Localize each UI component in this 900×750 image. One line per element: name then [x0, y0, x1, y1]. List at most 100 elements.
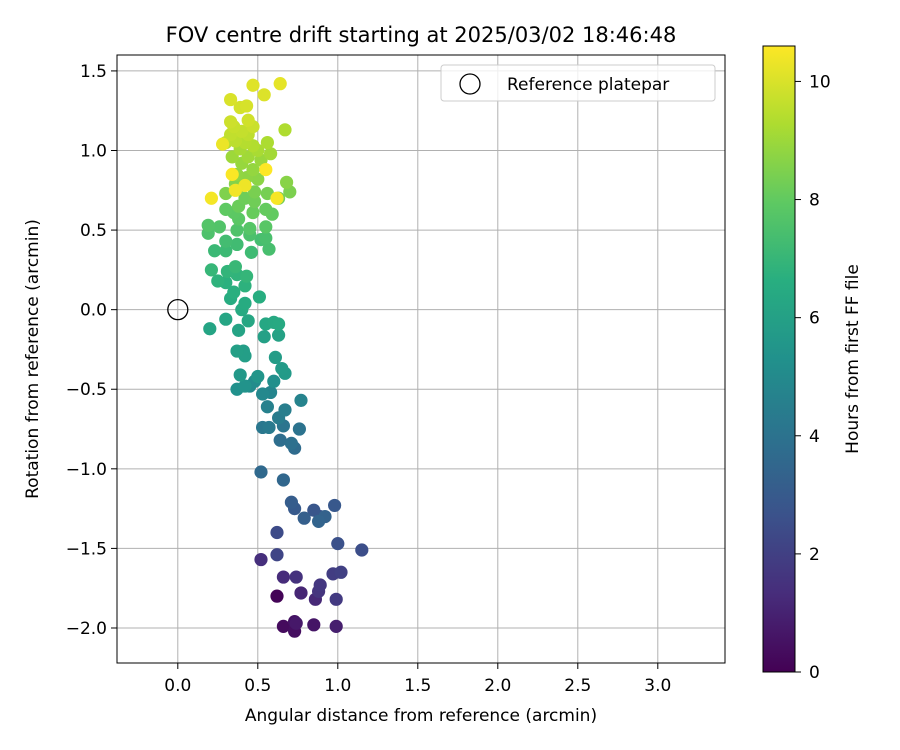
- data-point: [307, 503, 321, 517]
- data-points: [201, 77, 369, 638]
- data-point: [248, 194, 262, 209]
- data-point: [289, 570, 303, 584]
- data-point: [233, 368, 247, 382]
- chart-title: FOV centre drift starting at 2025/03/02 …: [166, 23, 677, 47]
- data-point: [219, 312, 233, 326]
- data-point: [329, 592, 343, 606]
- data-point: [240, 269, 254, 283]
- data-point: [272, 317, 286, 331]
- data-point: [334, 565, 348, 579]
- data-point: [268, 350, 282, 365]
- data-point: [297, 511, 311, 525]
- data-point: [246, 78, 260, 92]
- data-point: [208, 244, 222, 258]
- data-point: [251, 369, 265, 384]
- x-axis-ticks: 0.0 0.5 1.0 1.5 2.0 2.5 3.0: [164, 663, 671, 696]
- legend-box: [440, 64, 716, 102]
- data-point: [240, 99, 254, 113]
- data-point: [211, 274, 225, 288]
- data-point: [224, 92, 238, 107]
- x-tick-label: 1.5: [404, 676, 431, 696]
- colorbar: 0 2 4 6 8 10 Hours from first FF file: [762, 45, 863, 683]
- x-axis-label: Angular distance from reference (arcmin): [245, 706, 597, 726]
- x-tick-label: 1.0: [324, 676, 351, 696]
- grid-lines: [117, 55, 725, 663]
- colorbar-gradient: [762, 45, 796, 673]
- y-axis-ticks: −2.0 −1.5 −1.0 −0.5 0.0 0.5 1.0 1.5: [66, 62, 117, 639]
- y-tick-label: −1.0: [66, 460, 107, 480]
- data-point: [276, 619, 290, 633]
- x-tick-label: 0.5: [244, 676, 271, 696]
- data-point: [225, 150, 239, 164]
- data-point: [260, 400, 274, 414]
- x-tick-label: 3.0: [644, 676, 671, 696]
- data-point: [230, 344, 244, 358]
- data-point: [280, 175, 294, 189]
- data-point: [252, 290, 266, 304]
- data-point: [224, 115, 238, 129]
- data-point: [246, 162, 260, 177]
- y-tick-label: 0.0: [80, 301, 107, 321]
- data-point: [355, 543, 369, 557]
- data-point: [241, 314, 255, 328]
- data-point: [259, 231, 273, 245]
- x-tick-label: 2.0: [484, 676, 511, 696]
- data-point: [246, 205, 260, 220]
- data-point: [241, 150, 255, 164]
- data-point: [254, 552, 268, 567]
- data-point: [232, 323, 246, 337]
- data-point: [278, 403, 292, 417]
- data-point: [227, 285, 241, 299]
- reference-marker: [167, 299, 189, 321]
- y-tick-label: 1.0: [80, 141, 107, 161]
- data-point: [259, 162, 273, 177]
- data-point: [260, 135, 274, 150]
- data-point: [307, 618, 321, 632]
- colorbar-tick-label: 10: [809, 72, 831, 92]
- colorbar-tick-label: 4: [809, 427, 820, 447]
- data-point: [201, 218, 215, 232]
- data-point: [254, 465, 268, 479]
- colorbar-tick-label: 0: [809, 663, 820, 683]
- x-tick-label: 0.0: [164, 676, 191, 696]
- colorbar-label: Hours from first FF file: [843, 264, 863, 454]
- data-point: [238, 379, 252, 393]
- data-point: [219, 244, 233, 258]
- y-axis-label: Rotation from reference (arcmin): [23, 219, 43, 499]
- data-point: [270, 191, 284, 205]
- data-point: [292, 422, 306, 436]
- data-point: [294, 393, 308, 407]
- data-point: [267, 374, 281, 388]
- data-point: [216, 137, 230, 151]
- data-point: [238, 296, 252, 310]
- data-point: [228, 183, 242, 197]
- data-point: [256, 387, 270, 401]
- data-point: [212, 220, 226, 234]
- legend: Reference platepar: [440, 64, 716, 102]
- colorbar-tick-label: 8: [809, 191, 820, 211]
- data-point: [284, 436, 298, 450]
- legend-marker-icon: [459, 73, 481, 95]
- data-point: [313, 578, 327, 592]
- y-tick-label: −1.5: [66, 539, 107, 559]
- data-point: [219, 234, 233, 248]
- data-point: [289, 616, 303, 630]
- data-point: [264, 147, 278, 161]
- data-point: [329, 619, 343, 633]
- data-point: [278, 123, 292, 137]
- data-point: [331, 537, 345, 551]
- data-point: [259, 220, 273, 234]
- reference-marker-group: [167, 299, 189, 321]
- colorbar-tick-label: 2: [809, 545, 820, 565]
- data-point: [230, 223, 244, 237]
- data-point: [262, 420, 276, 435]
- data-point: [273, 77, 287, 91]
- data-point: [270, 525, 284, 540]
- legend-entry-reference: Reference platepar: [507, 75, 669, 95]
- data-point: [276, 570, 290, 584]
- data-point: [284, 495, 298, 509]
- data-point: [275, 361, 289, 376]
- data-point: [203, 322, 217, 336]
- colorbar-tick-label: 6: [809, 309, 820, 329]
